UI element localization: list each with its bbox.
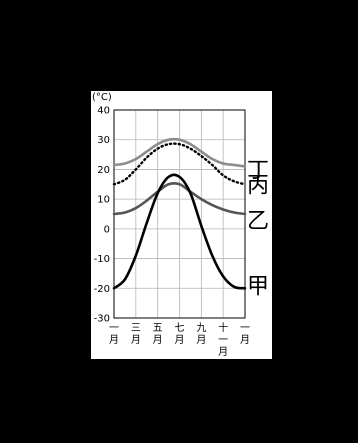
y-tick-label: -20 xyxy=(94,284,110,295)
y-tick-label: 0 xyxy=(104,224,110,235)
x-tick-label: 一 xyxy=(240,323,250,334)
x-tick-label: 月 xyxy=(153,334,163,346)
y-tick-label: 40 xyxy=(97,106,110,117)
series-label: 丙 xyxy=(247,173,269,198)
series-line-甲 xyxy=(112,173,247,290)
x-tick-label: 月 xyxy=(196,334,206,346)
x-tick-label: 三 xyxy=(131,323,141,334)
series-line-丁 xyxy=(112,137,247,168)
series-label: 甲 xyxy=(247,274,269,299)
x-tick-label: 月 xyxy=(175,334,185,346)
x-tick-label: 十 xyxy=(218,321,228,334)
x-tick-label: 九 xyxy=(196,322,206,334)
x-tick-label: 一 xyxy=(218,335,228,346)
y-tick-label: 10 xyxy=(97,195,110,206)
series-label: 丁 xyxy=(247,158,269,183)
x-tick-label: 月 xyxy=(218,346,228,358)
series-line-丙 xyxy=(112,142,247,186)
x-tick-label: 月 xyxy=(240,334,250,346)
y-tick-label: 20 xyxy=(97,165,110,176)
y-tick-label: -10 xyxy=(94,254,110,265)
x-tick-label: 五 xyxy=(153,323,163,334)
series-line-乙 xyxy=(112,182,247,216)
chart-panel: (°C) 40 30 20 10 0 -10 -20 -30 一月三月五月七月九月十一月一月丁丙乙… xyxy=(91,91,272,359)
x-tick-label: 月 xyxy=(109,334,119,346)
x-tick-label: 七 xyxy=(175,322,185,334)
unit-label: (°C) xyxy=(92,92,112,103)
temperature-line-chart: (°C)403020100-10-20-30一月三月五月七月九月十一月一月丁丙乙… xyxy=(92,92,269,358)
y-tick-label: -30 xyxy=(94,314,110,325)
series-label: 乙 xyxy=(247,209,269,234)
x-tick-label: 月 xyxy=(131,334,141,346)
x-tick-label: 一 xyxy=(109,323,119,334)
y-tick-label: 30 xyxy=(97,135,110,146)
